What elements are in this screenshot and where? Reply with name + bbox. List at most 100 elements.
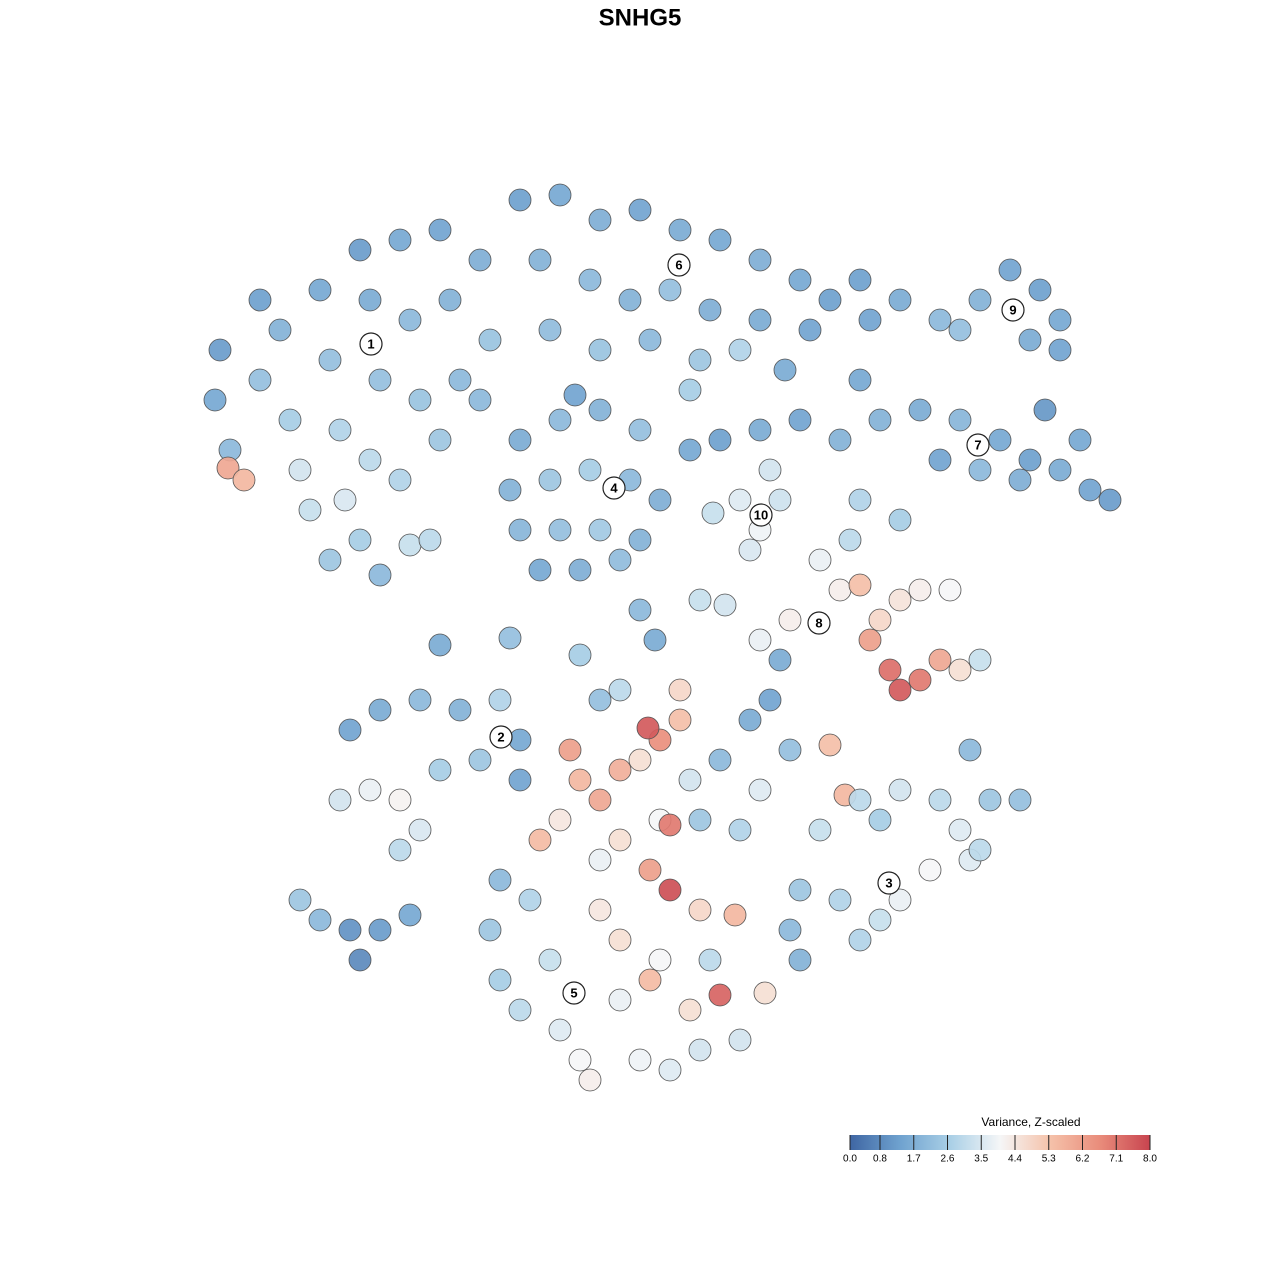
point — [232, 468, 256, 492]
colorbar-tick-label: 0.8 — [873, 1154, 887, 1165]
point — [428, 758, 452, 782]
point — [798, 318, 822, 342]
colorbar-tick-label: 6.2 — [1076, 1154, 1090, 1165]
point — [828, 888, 852, 912]
colorbar-tick-label: 3.5 — [974, 1154, 988, 1165]
point — [628, 598, 652, 622]
point — [678, 998, 702, 1022]
point — [778, 918, 802, 942]
point — [848, 488, 872, 512]
point — [588, 398, 612, 422]
point — [628, 418, 652, 442]
point — [768, 488, 792, 512]
cluster-label: 7 — [974, 437, 981, 452]
point — [528, 248, 552, 272]
point — [678, 438, 702, 462]
point — [748, 418, 772, 442]
point — [308, 278, 332, 302]
point — [728, 338, 752, 362]
point — [308, 908, 332, 932]
point — [358, 778, 382, 802]
point — [563, 383, 587, 407]
point — [668, 218, 692, 242]
point — [1048, 308, 1072, 332]
colorbar-tick-label: 5.3 — [1042, 1154, 1056, 1165]
point — [1048, 338, 1072, 362]
point — [658, 813, 682, 837]
point — [538, 948, 562, 972]
point — [998, 258, 1022, 282]
point — [558, 738, 582, 762]
point — [388, 468, 412, 492]
point — [788, 878, 812, 902]
point — [638, 328, 662, 352]
point — [828, 428, 852, 452]
point — [508, 188, 532, 212]
point — [1048, 458, 1072, 482]
point — [498, 626, 522, 650]
point — [548, 1018, 572, 1042]
point — [908, 398, 932, 422]
colorbar-tick-label: 0.0 — [843, 1154, 857, 1165]
point — [638, 858, 662, 882]
point — [1068, 428, 1092, 452]
colorbar-tick-label: 7.1 — [1109, 1154, 1123, 1165]
point — [968, 648, 992, 672]
point — [508, 518, 532, 542]
point — [588, 208, 612, 232]
point — [588, 518, 612, 542]
point — [488, 688, 512, 712]
point — [643, 628, 667, 652]
point — [658, 1058, 682, 1082]
colorbar-tick-label: 4.4 — [1008, 1154, 1022, 1165]
point — [488, 968, 512, 992]
point — [948, 408, 972, 432]
point — [398, 308, 422, 332]
point — [888, 288, 912, 312]
point — [208, 338, 232, 362]
point — [668, 678, 692, 702]
point — [878, 658, 902, 682]
point — [428, 633, 452, 657]
point — [628, 748, 652, 772]
cluster-marker — [602, 476, 626, 500]
point — [488, 868, 512, 892]
point — [868, 608, 892, 632]
point — [398, 903, 422, 927]
point — [868, 908, 892, 932]
point — [608, 758, 632, 782]
point — [278, 408, 302, 432]
point — [658, 878, 682, 902]
point — [838, 528, 862, 552]
point — [918, 858, 942, 882]
point — [468, 748, 492, 772]
point — [738, 708, 762, 732]
point — [728, 1028, 752, 1052]
point — [388, 788, 412, 812]
point — [608, 678, 632, 702]
point — [708, 228, 732, 252]
point — [968, 458, 992, 482]
point — [448, 698, 472, 722]
point — [1078, 478, 1102, 502]
point — [636, 716, 660, 740]
cluster-marker — [562, 981, 586, 1005]
point — [618, 288, 642, 312]
point — [688, 348, 712, 372]
point — [868, 808, 892, 832]
point — [538, 318, 562, 342]
point — [468, 388, 492, 412]
point — [588, 788, 612, 812]
point — [408, 818, 432, 842]
point — [908, 668, 932, 692]
point — [568, 768, 592, 792]
point — [701, 501, 725, 525]
point — [203, 388, 227, 412]
point — [268, 318, 292, 342]
point — [538, 468, 562, 492]
point — [768, 648, 792, 672]
point — [828, 578, 852, 602]
point — [418, 528, 442, 552]
point — [753, 981, 777, 1005]
